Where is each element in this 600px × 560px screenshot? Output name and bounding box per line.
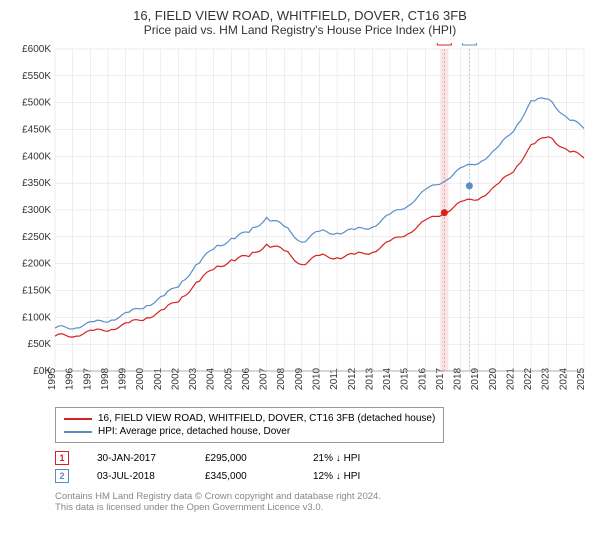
legend-label: HPI: Average price, detached house, Dove… (98, 426, 290, 437)
price-chart: £0K£50K£100K£150K£200K£250K£300K£350K£40… (10, 43, 590, 403)
svg-text:£250K: £250K (22, 232, 51, 243)
legend-line (64, 418, 92, 420)
marker-badge: 2 (55, 469, 69, 483)
svg-text:£500K: £500K (22, 98, 51, 109)
marker-table: 1 30-JAN-2017 £295,000 21% ↓ HPI 2 03-JUL-201… (55, 449, 590, 485)
legend-line (64, 431, 92, 433)
chart-title: 16, FIELD VIEW ROAD, WHITFIELD, DOVER, C… (10, 8, 590, 23)
legend-label: 16, FIELD VIEW ROAD, WHITFIELD, DOVER, C… (98, 413, 435, 424)
chart-area: £0K£50K£100K£150K£200K£250K£300K£350K£40… (10, 43, 590, 403)
svg-text:£50K: £50K (28, 339, 52, 350)
footer-attribution: Contains HM Land Registry data © Crown c… (55, 491, 590, 513)
legend-item: HPI: Average price, detached house, Dove… (64, 425, 435, 438)
legend-item: 16, FIELD VIEW ROAD, WHITFIELD, DOVER, C… (64, 412, 435, 425)
svg-text:£600K: £600K (22, 44, 51, 55)
marker-price: £345,000 (205, 471, 285, 482)
marker-date: 03-JUL-2018 (97, 471, 177, 482)
footer-line-2: This data is licensed under the Open Gov… (55, 502, 590, 513)
marker-row: 1 30-JAN-2017 £295,000 21% ↓ HPI (55, 449, 590, 467)
chart-subtitle: Price paid vs. HM Land Registry's House … (10, 23, 590, 37)
svg-text:£300K: £300K (22, 205, 51, 216)
svg-text:£550K: £550K (22, 71, 51, 82)
svg-text:£450K: £450K (22, 125, 51, 136)
svg-text:£150K: £150K (22, 286, 51, 297)
svg-text:£350K: £350K (22, 178, 51, 189)
svg-text:1: 1 (442, 43, 447, 44)
marker-badge: 1 (55, 451, 69, 465)
marker-delta: 21% ↓ HPI (313, 453, 393, 464)
marker-date: 30-JAN-2017 (97, 453, 177, 464)
svg-text:2: 2 (467, 43, 472, 44)
marker-delta: 12% ↓ HPI (313, 471, 393, 482)
svg-text:£400K: £400K (22, 151, 51, 162)
svg-text:£100K: £100K (22, 312, 51, 323)
footer-line-1: Contains HM Land Registry data © Crown c… (55, 491, 590, 502)
legend: 16, FIELD VIEW ROAD, WHITFIELD, DOVER, C… (55, 407, 444, 443)
marker-row: 2 03-JUL-2018 £345,000 12% ↓ HPI (55, 467, 590, 485)
marker-price: £295,000 (205, 453, 285, 464)
svg-text:£200K: £200K (22, 259, 51, 270)
